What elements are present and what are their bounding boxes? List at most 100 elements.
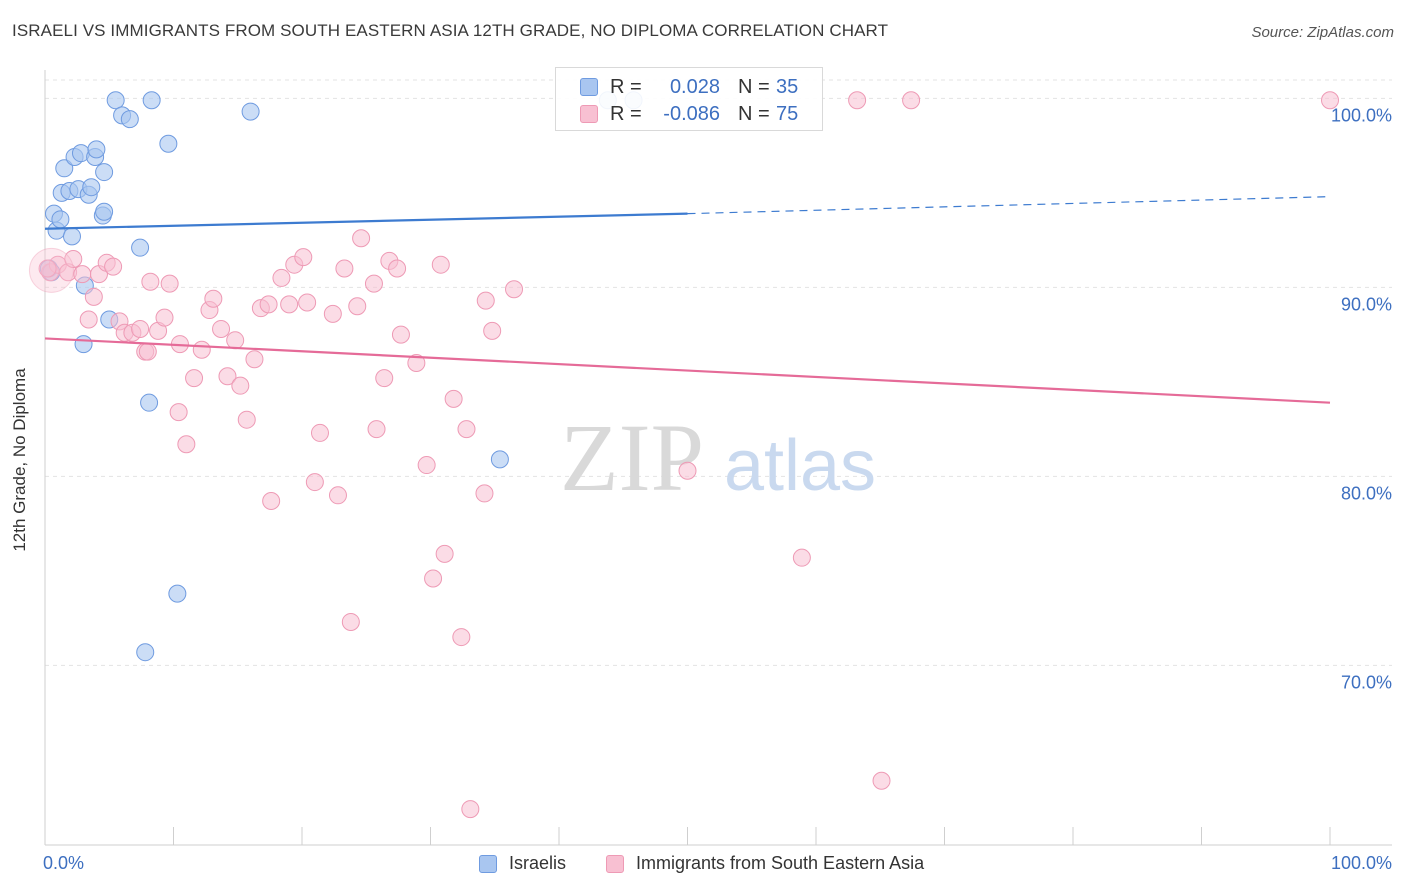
data-point-sea xyxy=(204,289,223,308)
data-point-sea xyxy=(160,274,179,293)
source-label: Source: ZipAtlas.com xyxy=(1251,24,1394,41)
data-point-sea xyxy=(231,376,250,395)
data-point-sea xyxy=(417,456,436,475)
data-point-sea xyxy=(155,308,174,327)
data-point-sea xyxy=(138,342,157,361)
legend-swatch-sea xyxy=(580,105,598,123)
legend-label-sea: Immigrants from South Eastern Asia xyxy=(636,853,925,873)
data-point-israelis xyxy=(62,227,81,246)
x-tick-label: 100.0% xyxy=(1331,853,1392,873)
legend-label-israelis: Israelis xyxy=(509,853,567,873)
watermark-atlas: atlas xyxy=(724,426,876,506)
legend-r-label: R = xyxy=(610,102,642,125)
y-tick-label: 100.0% xyxy=(1331,105,1392,125)
data-point-israelis xyxy=(95,163,114,182)
data-point-sea xyxy=(104,257,123,276)
data-point-sea xyxy=(475,484,494,503)
data-point-sea xyxy=(848,91,867,110)
data-point-israelis xyxy=(168,584,187,603)
data-point-sea xyxy=(280,295,299,314)
data-point-sea xyxy=(444,389,463,408)
data-point-sea xyxy=(452,628,471,647)
correlation-legend: R = 0.028 N = 35 R = -0.086 N = 75 xyxy=(555,67,823,131)
data-point-israelis xyxy=(131,238,150,257)
data-point-sea xyxy=(323,304,342,323)
data-point-israelis xyxy=(51,210,70,229)
data-point-israelis xyxy=(159,134,178,153)
data-point-sea xyxy=(272,268,291,287)
data-point-sea xyxy=(678,461,697,480)
data-point-sea xyxy=(367,420,386,439)
series-israelis xyxy=(39,91,643,662)
legend-n-label: N = xyxy=(738,75,770,98)
data-point-israelis xyxy=(140,393,159,412)
data-point-sea xyxy=(902,91,921,110)
data-point-sea xyxy=(310,423,329,442)
watermark-zip: ZIP xyxy=(560,404,704,511)
data-point-sea xyxy=(185,369,204,388)
data-point-sea xyxy=(328,486,347,505)
data-point-sea xyxy=(476,291,495,310)
trend-lines xyxy=(44,196,1331,404)
data-point-sea xyxy=(79,310,98,329)
data-point-sea xyxy=(461,800,480,819)
data-point-sea xyxy=(341,612,360,631)
data-point-sea xyxy=(226,331,245,350)
trend-line-sea xyxy=(44,337,1331,404)
data-point-sea xyxy=(335,259,354,278)
data-point-sea xyxy=(352,229,371,248)
legend-r-label: R = xyxy=(610,75,642,98)
data-point-israelis xyxy=(120,110,139,129)
data-point-sea xyxy=(298,293,317,312)
legend-item-sea[interactable]: Immigrants from South Eastern Asia xyxy=(606,853,924,874)
data-point-israelis xyxy=(55,159,74,178)
data-point-sea xyxy=(169,403,188,422)
data-point-israelis xyxy=(95,202,114,221)
data-point-sea xyxy=(192,340,211,359)
data-point-sea xyxy=(1321,91,1339,110)
data-point-sea xyxy=(457,420,476,439)
data-point-sea xyxy=(435,544,454,563)
data-point-sea xyxy=(64,250,83,269)
axes xyxy=(44,70,1392,846)
data-point-sea xyxy=(245,350,264,369)
data-point-sea xyxy=(218,367,237,386)
data-point-sea xyxy=(375,369,394,388)
data-point-sea xyxy=(388,259,407,278)
legend-r-value: 0.028 xyxy=(669,75,720,98)
data-point-sea xyxy=(872,771,891,790)
y-tick-label: 80.0% xyxy=(1341,483,1392,503)
data-point-israelis xyxy=(490,450,509,469)
data-point-israelis xyxy=(142,91,161,110)
data-point-sea xyxy=(407,353,426,372)
data-point-sea xyxy=(73,265,92,284)
data-point-sea xyxy=(305,473,324,492)
legend-row-sea: R = -0.086 N = 75 xyxy=(580,102,798,126)
series-legend: Israelis Immigrants from South Eastern A… xyxy=(0,851,1406,879)
tick-labels: 70.0% 80.0% 90.0% 100.0% 0.0% 100.0% xyxy=(43,105,1392,873)
trend-line-israelis-extension xyxy=(687,196,1331,215)
data-point-sea xyxy=(177,435,196,454)
legend-n-value: 75 xyxy=(776,102,799,125)
data-point-sea xyxy=(348,297,367,316)
data-point-sea xyxy=(505,280,524,299)
data-point-sea xyxy=(259,295,278,314)
legend-swatch-israelis xyxy=(479,854,497,873)
data-point-israelis xyxy=(106,91,125,110)
data-point-israelis xyxy=(136,643,155,662)
data-point-israelis xyxy=(74,335,93,354)
legend-n-value: 35 xyxy=(776,75,799,98)
data-point-sea xyxy=(424,569,443,588)
legend-n-label: N = xyxy=(738,102,770,125)
data-point-sea xyxy=(262,491,281,510)
data-point-sea xyxy=(131,319,150,338)
legend-item-israelis[interactable]: Israelis xyxy=(479,853,566,874)
data-point-israelis xyxy=(241,102,260,121)
legend-swatch-sea xyxy=(606,854,624,873)
data-point-sea xyxy=(391,325,410,344)
legend-r-value: -0.086 xyxy=(663,102,720,125)
data-point-israelis xyxy=(82,178,101,197)
y-axis-label: 12th Grade, No Diploma xyxy=(10,368,29,552)
chart-title: ISRAELI VS IMMIGRANTS FROM SOUTH EASTERN… xyxy=(12,21,889,40)
